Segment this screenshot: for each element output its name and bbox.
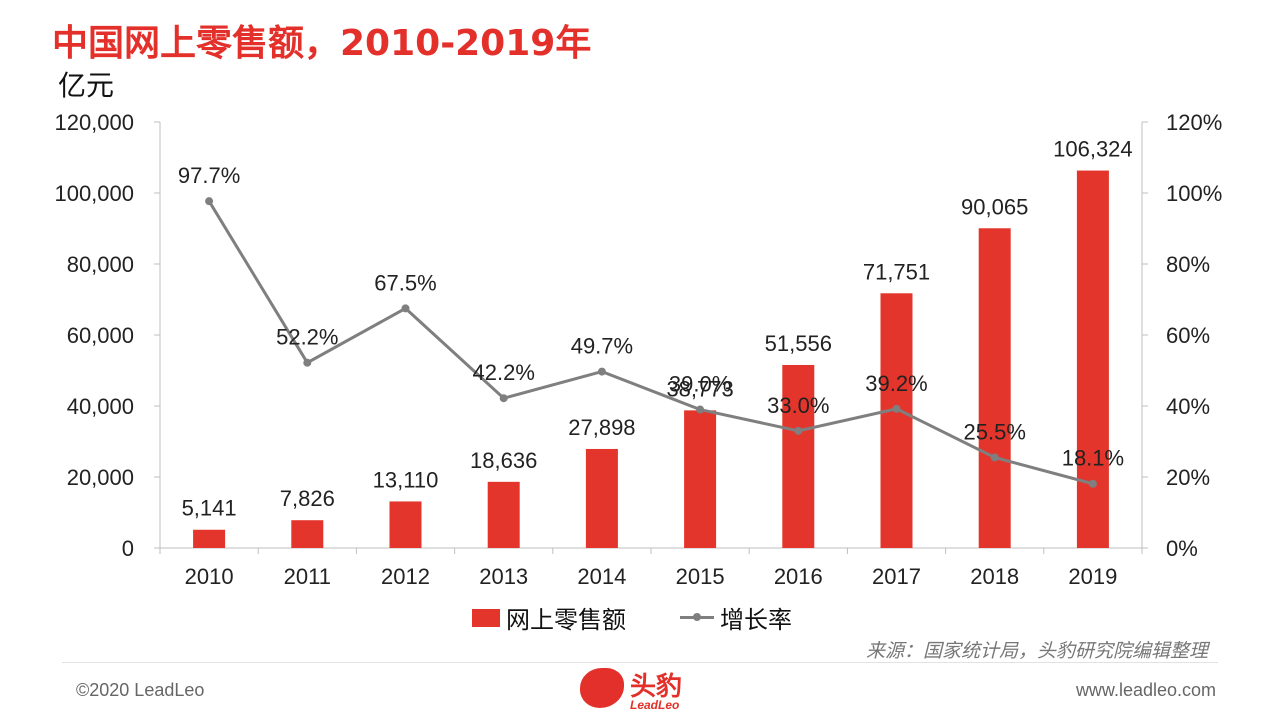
growth-rate-point xyxy=(696,405,705,414)
legend-swatch-bar xyxy=(472,608,500,627)
x-tick-label: 2010 xyxy=(185,564,234,589)
growth-rate-label: 39.2% xyxy=(865,371,927,396)
growth-rate-point xyxy=(303,358,312,367)
y-tick-label-right: 40% xyxy=(1166,394,1210,419)
y-tick-label-right: 60% xyxy=(1166,323,1210,348)
growth-rate-point xyxy=(499,394,508,403)
logo-subtext: LeadLeo xyxy=(630,698,680,712)
bar-value-label: 13,110 xyxy=(373,467,439,492)
bar-value-label: 106,324 xyxy=(1053,137,1133,162)
bar-value-label: 5,141 xyxy=(182,496,237,521)
leadleo-logo: 头豹 LeadLeo xyxy=(580,664,710,718)
legend-swatch-line xyxy=(680,613,714,621)
footer-divider xyxy=(62,662,1218,663)
growth-rate-label: 18.1% xyxy=(1062,446,1124,471)
growth-rate-point xyxy=(892,404,901,413)
bar-value-label: 90,065 xyxy=(961,194,1028,219)
x-tick-label: 2012 xyxy=(381,564,430,589)
bar xyxy=(291,520,324,548)
bar-value-label: 7,826 xyxy=(280,486,335,511)
growth-rate-line xyxy=(207,200,1094,486)
bar-value-label: 18,636 xyxy=(470,448,537,473)
x-tick-label: 2016 xyxy=(774,564,823,589)
bar xyxy=(978,228,1011,548)
growth-rate-label: 39.0% xyxy=(669,372,731,397)
growth-rate-label: 67.5% xyxy=(374,270,436,295)
y-tick-label-left: 100,000 xyxy=(54,181,134,206)
axis-unit-label: 亿元 xyxy=(58,69,115,102)
x-tick-label: 2015 xyxy=(676,564,725,589)
logo-text: 头豹 xyxy=(630,672,683,702)
growth-rate-point xyxy=(205,197,214,206)
legend-label-bar: 网上零售额 xyxy=(506,606,626,634)
growth-rate-label: 33.0% xyxy=(767,393,829,418)
bar xyxy=(684,410,717,548)
x-tick-label: 2019 xyxy=(1068,564,1117,589)
bar xyxy=(487,481,520,548)
y-tick-label-left: 60,000 xyxy=(67,323,134,348)
x-tick-label: 2011 xyxy=(284,564,331,589)
y-tick-label-right: 120% xyxy=(1166,110,1222,135)
y-tick-label-right: 0% xyxy=(1166,536,1198,561)
bar xyxy=(389,501,422,548)
legend-item-bar: 网上零售额 xyxy=(472,600,626,635)
bar-value-label: 51,556 xyxy=(765,331,832,356)
copyright: ©2020 LeadLeo xyxy=(76,680,205,700)
growth-rate-point xyxy=(597,367,606,376)
legend-item-line: 增长率 xyxy=(680,600,792,635)
y-tick-label-left: 80,000 xyxy=(67,252,134,277)
y-tick-label-right: 20% xyxy=(1166,465,1210,490)
y-tick-label-right: 80% xyxy=(1166,252,1210,277)
legend: 网上零售额 增长率 xyxy=(472,600,846,635)
x-tick-label: 2013 xyxy=(479,564,528,589)
y-tick-label-left: 40,000 xyxy=(67,394,134,419)
growth-rate-label: 97.7% xyxy=(178,163,240,188)
y-tick-label-left: 20,000 xyxy=(67,465,134,490)
bar xyxy=(880,293,913,548)
website-link[interactable]: www.leadleo.com xyxy=(1075,680,1216,700)
growth-rate-label: 42.2% xyxy=(473,360,535,385)
bar-value-label: 71,751 xyxy=(863,259,930,284)
growth-rate-point xyxy=(794,426,803,435)
y-tick-label-left: 0 xyxy=(122,536,134,561)
y-tick-label-right: 100% xyxy=(1166,181,1222,206)
x-tick-label: 2018 xyxy=(970,564,1019,589)
growth-rate-label: 49.7% xyxy=(571,334,633,359)
growth-rate-label: 52.2% xyxy=(276,325,338,350)
bar-value-label: 38,773 xyxy=(666,376,733,401)
growth-rate-label: 25.5% xyxy=(964,419,1026,444)
bar xyxy=(585,448,618,548)
leopard-icon xyxy=(580,668,624,708)
x-tick-label: 2014 xyxy=(577,564,626,589)
growth-rate-point xyxy=(401,304,410,313)
page-title: 中国网上零售额，2010-2019年 xyxy=(52,23,592,64)
growth-rate-point xyxy=(990,453,999,462)
legend-label-line: 增长率 xyxy=(720,606,792,634)
y-tick-label-left: 120,000 xyxy=(54,110,134,135)
x-tick-label: 2017 xyxy=(872,564,921,589)
bar xyxy=(782,364,815,548)
source-note: 来源：国家统计局，头豹研究院编辑整理 xyxy=(865,640,1208,662)
bar xyxy=(193,529,226,548)
bar xyxy=(1076,170,1109,548)
bar-value-label: 27,898 xyxy=(568,415,635,440)
growth-rate-point xyxy=(1088,479,1097,488)
